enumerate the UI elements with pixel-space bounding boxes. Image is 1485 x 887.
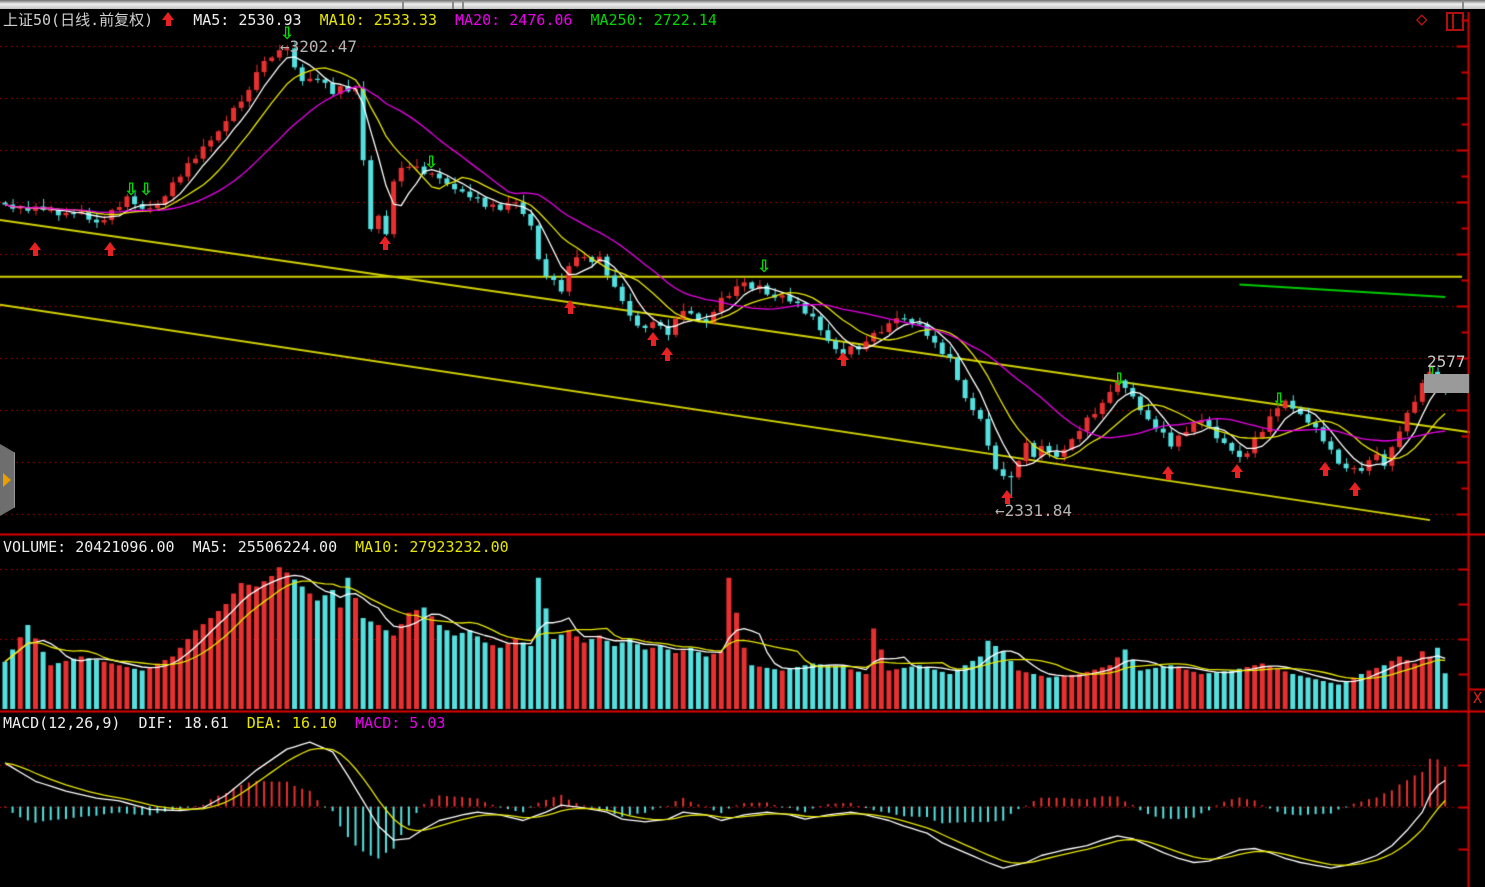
buy-signal-arrow-icon	[379, 236, 392, 251]
sell-signal-arrow-icon: ⇩	[124, 180, 139, 200]
window-titlebar[interactable]	[0, 0, 1485, 9]
dea-value: DEA: 16.10	[246, 714, 338, 732]
buy-signal-arrow-icon	[29, 242, 42, 257]
volume-ma10-value: MA10: 27923232.00	[355, 538, 509, 556]
sell-signal-arrow-icon: ⇩	[139, 180, 154, 200]
macd-name: MACD(12,26,9)	[3, 714, 121, 732]
expand-arrow-icon	[3, 473, 11, 487]
volume-pane-header: VOLUME: 20421096.00 MA5: 25506224.00 MA1…	[3, 538, 518, 556]
x-axis-label: X	[1473, 689, 1483, 707]
up-trend-arrow-icon	[162, 12, 175, 27]
buy-signal-arrow-icon	[564, 300, 577, 315]
ma20-value: MA20: 2476.06	[455, 11, 573, 29]
buy-signal-arrow-icon	[1231, 464, 1244, 479]
buy-signal-arrow-icon	[1162, 466, 1175, 481]
diamond-icon[interactable]: ◇	[1416, 8, 1428, 30]
low-price-label: ←2331.84	[995, 501, 1073, 520]
price-pane-header: 上证50(日线.前复权) MA5: 2530.93 MA10: 2533.33 …	[3, 11, 726, 29]
sidebar-collapse-tab[interactable]	[0, 444, 15, 516]
buy-signal-arrow-icon	[1349, 482, 1362, 497]
buy-signal-arrow-icon	[104, 242, 117, 257]
macd-value: MACD: 5.03	[355, 714, 446, 732]
sell-signal-arrow-icon: ⇩	[1112, 370, 1127, 390]
volume-ma5-value: MA5: 25506224.00	[192, 538, 338, 556]
sell-signal-arrow-icon: ⇩	[757, 257, 772, 277]
split-window-icon[interactable]	[1446, 12, 1464, 31]
titlebar-separator	[452, 0, 454, 9]
buy-signal-arrow-icon	[1319, 462, 1332, 477]
titlebar-separator	[1462, 0, 1464, 9]
dif-value: DIF: 18.61	[138, 714, 229, 732]
buy-signal-arrow-icon	[837, 352, 850, 367]
titlebar-separator	[462, 0, 464, 9]
sell-signal-arrow-icon: ⇩	[424, 153, 439, 173]
ma5-value: MA5: 2530.93	[193, 11, 302, 29]
macd-pane-header: MACD(12,26,9) DIF: 18.61 DEA: 16.10 MACD…	[3, 714, 454, 732]
sell-signal-arrow-icon: ⇩	[1272, 390, 1287, 410]
ma10-value: MA10: 2533.33	[319, 11, 437, 29]
titlebar-separator	[402, 0, 404, 9]
buy-signal-arrow-icon	[1001, 490, 1014, 505]
last-price-tag	[1424, 374, 1469, 393]
sell-signal-arrow-icon: ⇩	[280, 24, 295, 44]
last-price-label: 2577	[1427, 352, 1466, 371]
peak-price-label: ←3202.47	[280, 37, 358, 56]
ma250-value: MA250: 2722.14	[590, 11, 717, 29]
buy-signal-arrow-icon	[661, 347, 674, 362]
volume-value: VOLUME: 20421096.00	[3, 538, 175, 556]
symbol-label: 上证50(日线.前复权)	[3, 11, 154, 29]
buy-signal-arrow-icon	[647, 332, 660, 347]
